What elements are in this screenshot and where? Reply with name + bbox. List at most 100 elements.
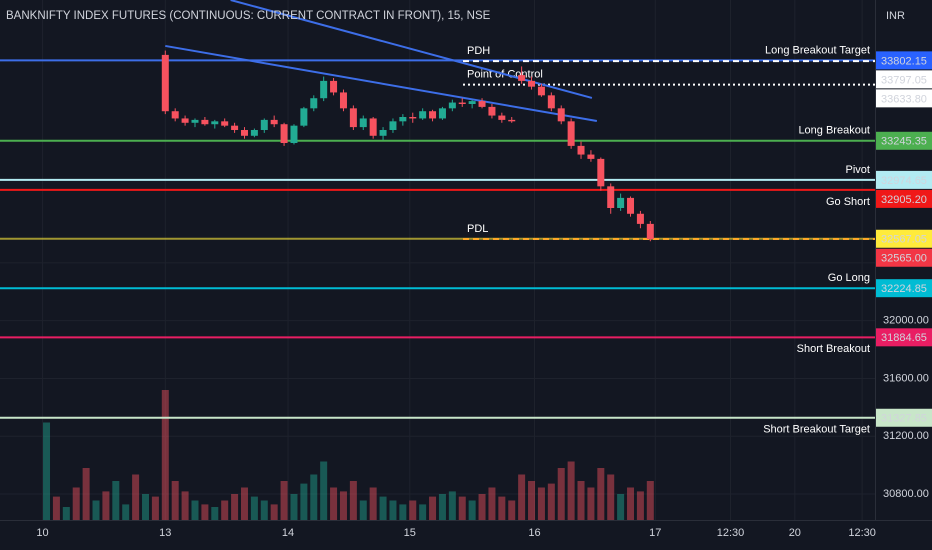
volume-bar <box>458 496 466 520</box>
y-tick-label: 32000.00 <box>883 315 929 327</box>
candles <box>161 50 654 242</box>
price-label: 31884.65 <box>881 332 927 344</box>
candle-body <box>448 102 456 109</box>
candle-body <box>270 119 278 125</box>
volume-bar <box>627 487 635 520</box>
candle-body <box>181 118 189 123</box>
volume-bar <box>270 504 278 520</box>
price-label: 32567.05 <box>881 234 927 246</box>
volume-bar <box>250 496 258 520</box>
volume-bar <box>478 494 486 520</box>
x-tick-label: 12:30 <box>848 527 876 539</box>
candle-body <box>547 95 555 109</box>
volume-bar <box>419 504 427 520</box>
axes: 32400.0032000.0031600.0031200.0030800.00… <box>36 51 932 539</box>
candle-body <box>419 111 427 119</box>
candle-body <box>211 121 219 125</box>
volume-bar <box>389 500 397 520</box>
candle-body <box>429 111 437 119</box>
price-label: 32974.65 <box>881 175 927 187</box>
volume-bar <box>221 500 229 520</box>
price-label-box <box>876 279 932 298</box>
candle-body <box>231 125 239 130</box>
level-name: Go Long <box>828 272 870 284</box>
level-name: Short Breakout Target <box>763 424 870 436</box>
price-label: 33797.05 <box>881 74 927 86</box>
candle-body <box>468 101 476 104</box>
volume-bar <box>547 483 555 520</box>
volume-bar <box>597 468 605 520</box>
volume-bar <box>577 481 585 520</box>
candle-body <box>320 80 328 99</box>
candle-body <box>646 223 654 240</box>
candle-body <box>537 86 545 96</box>
volume-pane <box>43 390 654 520</box>
volume-bar <box>528 481 536 520</box>
price-label: 31327.85 <box>881 413 927 425</box>
volume-bar <box>359 500 367 520</box>
candle-body <box>310 98 318 109</box>
volume-bar <box>518 474 526 520</box>
candle-body <box>379 130 387 136</box>
candle-body <box>488 106 496 116</box>
price-label-box <box>876 131 932 150</box>
levels: Long Breakout TargetPDHPoint of ControlL… <box>0 44 875 436</box>
candle-body <box>458 102 466 104</box>
price-label: 33802.15 <box>881 55 927 67</box>
candle-body <box>518 75 526 81</box>
volume-bar <box>260 500 268 520</box>
level-name: Go Short <box>826 196 870 208</box>
level-name: Pivot <box>846 164 870 176</box>
volume-bar <box>161 390 169 520</box>
volume-bar <box>181 491 189 520</box>
volume-bar <box>330 487 338 520</box>
price-label-box <box>876 248 932 267</box>
candle-body <box>349 108 357 128</box>
candle-body <box>438 108 446 119</box>
volume-bar <box>438 494 446 520</box>
volume-bar <box>92 500 100 520</box>
volume-bar <box>102 491 110 520</box>
candle-body <box>607 186 615 208</box>
candle-body <box>260 119 268 130</box>
price-label-box <box>876 328 932 347</box>
volume-bar <box>231 494 239 520</box>
y-tick-label: 31200.00 <box>883 430 929 442</box>
volume-bar <box>617 494 625 520</box>
volume-bar <box>429 496 437 520</box>
y-tick-label: 30800.00 <box>883 488 929 500</box>
x-tick-label: 16 <box>528 527 540 539</box>
volume-bar <box>280 481 288 520</box>
volume-bar <box>132 474 140 520</box>
candle-body <box>171 111 179 119</box>
candle-body <box>587 154 595 159</box>
candle-body <box>330 80 338 93</box>
candle-body <box>617 197 625 208</box>
x-tick-label: 13 <box>159 527 171 539</box>
volume-bar <box>171 481 179 520</box>
volume-bar <box>399 504 407 520</box>
volume-bar <box>409 500 417 520</box>
level-name: PDH <box>467 45 490 57</box>
level-name: PDL <box>467 223 488 235</box>
candle-body <box>508 119 516 122</box>
price-label-box <box>876 189 932 208</box>
candle-body <box>577 145 585 155</box>
candle-body <box>557 108 565 122</box>
x-tick-label: 12:30 <box>717 527 745 539</box>
level-name: Long Breakout <box>798 125 870 137</box>
candle-body <box>280 124 288 143</box>
candle-body <box>201 119 209 125</box>
candle-body <box>399 117 407 122</box>
x-tick-label: 14 <box>282 527 294 539</box>
volume-bar <box>636 491 644 520</box>
volume-bar <box>62 507 70 520</box>
currency-label: INR <box>886 10 905 22</box>
volume-bar <box>349 481 357 520</box>
price-label: 33633.80 <box>881 93 927 105</box>
volume-bar <box>448 491 456 520</box>
price-label-box <box>876 170 932 189</box>
x-tick-label: 10 <box>36 527 48 539</box>
trendline <box>165 44 598 123</box>
